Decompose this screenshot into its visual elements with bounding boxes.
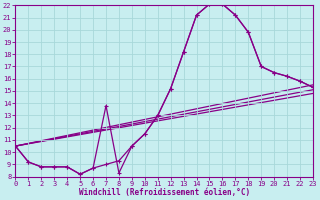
X-axis label: Windchill (Refroidissement éolien,°C): Windchill (Refroidissement éolien,°C) bbox=[79, 188, 250, 197]
